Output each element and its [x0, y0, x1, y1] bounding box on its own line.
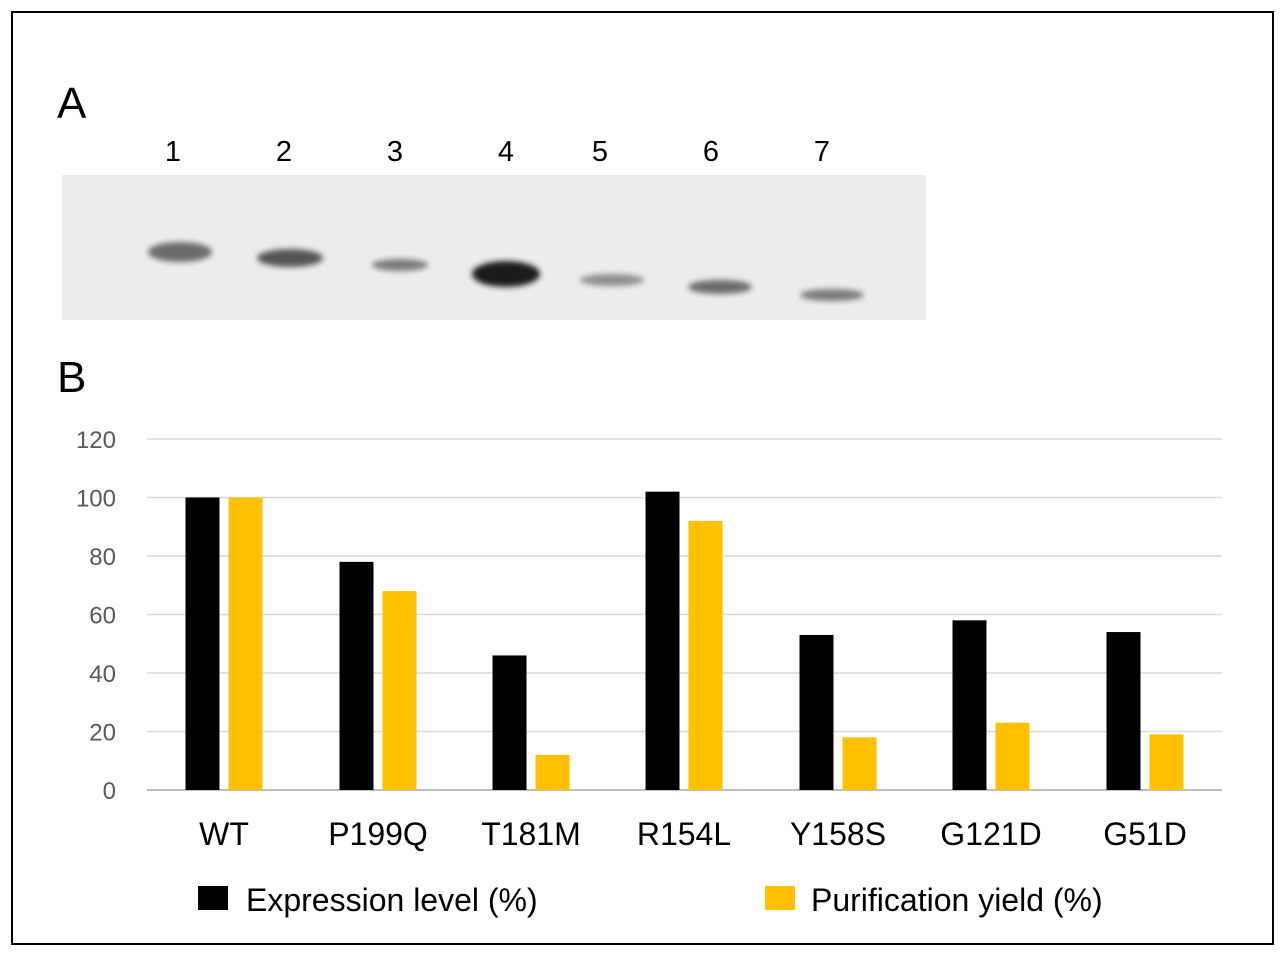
y-tick-label: 60: [89, 603, 116, 630]
bar-expression: [185, 497, 220, 790]
y-tick-label: 100: [76, 486, 116, 513]
bar-expression: [799, 634, 834, 790]
lane-number: 4: [497, 136, 515, 168]
y-tick-label: 0: [103, 778, 116, 805]
x-tick-label: Y158S: [790, 816, 886, 852]
bar-expression: [645, 491, 680, 790]
blot-band: [257, 249, 323, 267]
lane-number: 3: [386, 136, 404, 168]
x-tick-label: P199Q: [328, 816, 428, 852]
bar-expression: [339, 561, 374, 790]
lane-number: 7: [813, 136, 831, 168]
lane-number: 5: [591, 136, 609, 168]
bar-purification: [535, 754, 570, 790]
bar-purification: [842, 737, 877, 790]
bar-purification: [1149, 734, 1184, 790]
x-tick-label: G121D: [940, 816, 1041, 852]
lane-number: 6: [702, 136, 720, 168]
blot-band: [472, 261, 540, 287]
x-tick-label: G51D: [1103, 816, 1187, 852]
bar-purification: [382, 591, 417, 790]
bar-expression: [1106, 632, 1141, 790]
bar-purification: [228, 497, 263, 790]
legend-swatch-purification: [765, 886, 795, 910]
blot-band: [148, 242, 212, 262]
figure-frame: [11, 11, 1274, 945]
y-tick-label: 40: [89, 661, 116, 688]
legend-label-purification: Purification yield (%): [811, 882, 1103, 918]
bar-purification: [995, 722, 1030, 790]
blot-band: [372, 259, 428, 271]
blot-band: [800, 289, 864, 301]
y-tick-label: 120: [76, 427, 116, 454]
legend-swatch-expression: [198, 886, 228, 910]
x-tick-label: R154L: [637, 816, 731, 852]
bar-expression: [492, 655, 527, 790]
y-tick-label: 20: [89, 720, 116, 747]
lane-number: 1: [164, 136, 182, 168]
bar-expression: [952, 620, 987, 790]
blot-band: [580, 274, 644, 286]
panel-b-label: B: [57, 353, 87, 402]
x-tick-label: WT: [199, 816, 249, 852]
y-tick-label: 80: [89, 544, 116, 571]
western-blot-image: [62, 175, 926, 320]
x-tick-label: T181M: [481, 816, 581, 852]
lane-number: 2: [275, 136, 293, 168]
blot-band: [688, 280, 752, 294]
panel-a-label: A: [57, 79, 87, 128]
legend-label-expression: Expression level (%): [246, 882, 538, 918]
bar-purification: [688, 520, 723, 790]
